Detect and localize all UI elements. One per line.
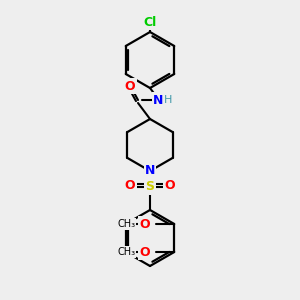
- Text: O: O: [139, 218, 150, 230]
- Text: O: O: [139, 245, 150, 259]
- Text: N: N: [153, 94, 163, 106]
- Text: CH₃: CH₃: [117, 219, 135, 229]
- Text: H: H: [164, 95, 172, 105]
- Text: O: O: [125, 179, 135, 192]
- Text: S: S: [146, 181, 154, 194]
- Text: O: O: [165, 179, 175, 192]
- Text: CH₃: CH₃: [117, 247, 135, 257]
- Text: O: O: [125, 80, 135, 92]
- Text: Cl: Cl: [143, 16, 157, 28]
- Text: N: N: [145, 164, 155, 178]
